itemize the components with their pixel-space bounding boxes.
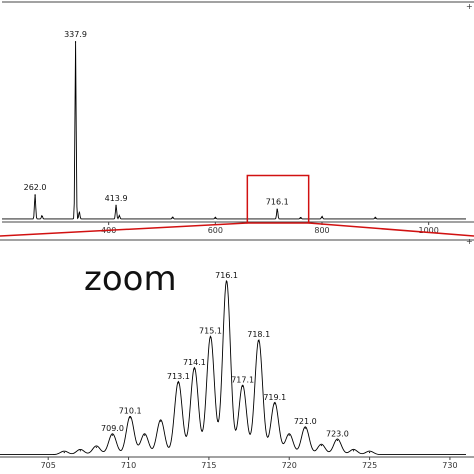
top-chart-peak [118, 215, 120, 218]
zoom-chart-tick-label: 715 [201, 461, 216, 470]
zoom-chart-peak [368, 451, 371, 454]
zoom-chart-peak-label: 714.1 [183, 358, 206, 367]
zoom-label: zoom [84, 259, 177, 299]
top-chart-peak [321, 216, 323, 218]
zoom-chart-peak-label: 713.1 [167, 372, 190, 381]
top-chart-peak [374, 217, 376, 219]
top-chart-peak [276, 208, 278, 210]
zoom-chart-peak-label: 716.1 [215, 271, 238, 280]
top-axis-unit: + [466, 2, 473, 11]
zoom-region-box [246, 174, 310, 224]
zoom-chart-peak-label: 717.1 [231, 375, 254, 384]
zoom-chart-peak [144, 434, 146, 436]
zoom-chart-tick-label: 705 [41, 461, 56, 470]
zoom-spectrum-panel: 705 710 715 720 725 730 709.0 710.1 713.1 714.1 71… [0, 239, 474, 470]
top-chart-tick-label: 600 [208, 226, 223, 235]
top-chart-peak-label: 413.9 [105, 194, 128, 203]
zoom-chart-tick-label: 730 [442, 461, 457, 470]
zoom-chart-tick-label: 710 [121, 461, 136, 470]
zoom-chart-tick-label: 725 [362, 461, 377, 470]
top-chart-trace [2, 41, 466, 220]
top-chart-peak [172, 217, 174, 219]
zoom-chart-tick-label: 720 [282, 461, 297, 470]
zoom-chart-peak-label: 710.1 [119, 407, 142, 416]
zoom-chart-peak-label: 718.1 [247, 330, 270, 339]
zoom-chart-peak [63, 451, 65, 454]
mid-axis-unit: + [466, 237, 473, 246]
top-chart-peak-label: 337.9 [64, 30, 87, 39]
top-chart-peak-label: 716.1 [266, 197, 289, 206]
zoom-chart-peak [288, 434, 290, 436]
zoom-chart-peak-label: 715.1 [199, 327, 222, 336]
zoom-chart-peak [95, 446, 98, 448]
zoom-chart-peak [209, 337, 212, 339]
zoom-chart-peak [320, 444, 322, 447]
zoom-chart-peak [258, 340, 260, 342]
top-chart-tick-label: 800 [314, 226, 329, 235]
top-chart-peak [41, 215, 43, 218]
top-chart-peak [115, 205, 117, 207]
zoom-connector-left [0, 222, 248, 237]
zoom-chart-peak [193, 368, 196, 370]
top-chart-peak [214, 217, 216, 219]
zoom-connector [0, 222, 474, 237]
top-chart-peak [78, 212, 80, 214]
zoom-chart-peak [304, 427, 306, 429]
zoom-chart-peak [160, 420, 162, 422]
zoom-connector-right [308, 222, 474, 237]
zoom-chart-peak [336, 439, 339, 441]
top-chart-peak [74, 41, 77, 43]
zoom-chart-peak [225, 281, 228, 283]
zoom-chart-peak [111, 434, 114, 436]
top-chart-peak-label: 262.0 [24, 183, 47, 192]
zoom-chart-peak [129, 417, 131, 419]
zoom-chart-peak-label: 721.0 [294, 417, 317, 426]
zoom-chart-peak-label: 719.1 [263, 393, 286, 402]
zoom-chart-peak [352, 450, 355, 452]
top-chart-tick-label: 1000 [418, 226, 438, 235]
zoom-chart-peak [79, 450, 81, 452]
top-chart-peak [300, 217, 302, 219]
top-chart-peak [34, 194, 36, 196]
zoom-chart-trace [0, 279, 466, 456]
zoom-chart-peak-label: 723.0 [326, 429, 349, 438]
zoom-chart-peak [177, 382, 179, 384]
zoom-chart-peak-label: 709.0 [101, 424, 124, 433]
zoom-chart-peak [274, 403, 276, 405]
zoom-chart-peak [242, 385, 244, 387]
